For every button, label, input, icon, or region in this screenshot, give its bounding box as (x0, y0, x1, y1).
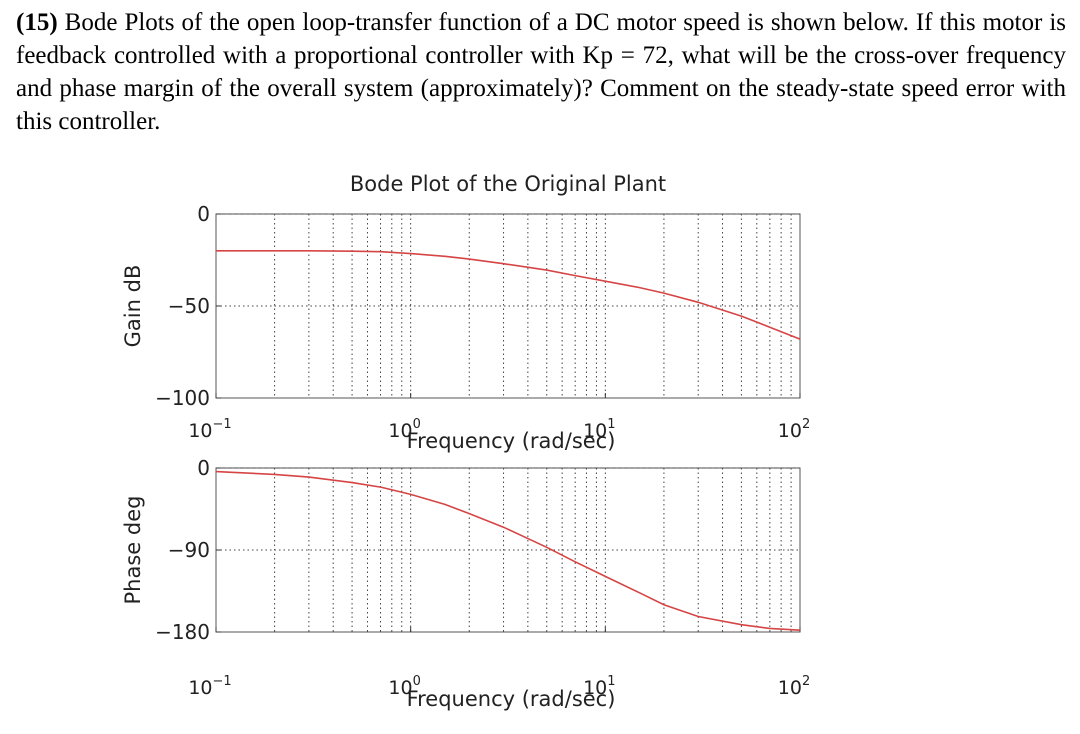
series-line-1 (216, 250, 801, 340)
y-tick-label: −90 (168, 538, 210, 562)
question-number: (15) (16, 9, 58, 36)
y-axis-label: Gain dB (121, 265, 145, 348)
y-tick-label: 0 (197, 202, 210, 226)
y-tick-label: 0 (197, 456, 210, 480)
y-tick-label: −50 (168, 294, 210, 318)
plot-panel-1: 0 −50 −100 Gain dB 10−1 100 101 102 Frequency (r… (121, 202, 810, 453)
x-tick-label: 100 (388, 417, 420, 442)
x-axis-label: Frequency (rad/sec) (407, 687, 616, 711)
series-line-1 (215, 470, 801, 631)
x-tick-label: 100 (388, 674, 420, 699)
question-body: Bode Plots of the open loop-transfer fun… (16, 9, 1067, 135)
plot-panel-2: 0 −90 −180 Phase deg 10−1 100 101 102 Frequency … (121, 456, 810, 711)
y-axis-label: Phase deg (121, 496, 145, 605)
y-tick-label: −180 (155, 620, 210, 644)
x-tick-label: 10−1 (188, 674, 231, 699)
chart-title: Bode Plot of the Original Plant (350, 172, 666, 196)
y-tick-label: −100 (155, 386, 210, 410)
x-tick-label: 101 (583, 674, 615, 699)
x-tick-label: 10−1 (188, 417, 231, 442)
x-tick-label: 102 (778, 417, 810, 442)
question-text: (15) Bode Plots of the open loop-transfe… (16, 6, 1066, 138)
x-axis-label: Frequency (rad/sec) (407, 429, 616, 453)
x-tick-label: 101 (583, 417, 615, 442)
x-tick-label: 102 (778, 674, 810, 699)
